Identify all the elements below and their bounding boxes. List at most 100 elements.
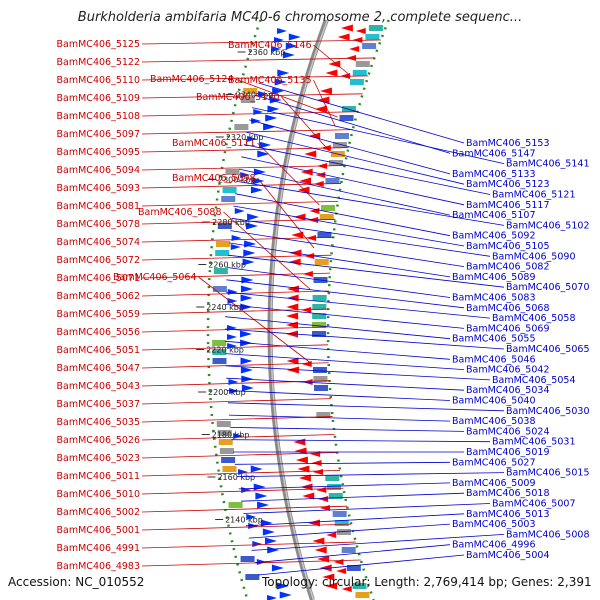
reverse-gene-arrow — [252, 177, 265, 185]
scale-tick-label: 2300 kbp — [218, 176, 256, 185]
label-connectors — [141, 39, 505, 576]
reverse-gene-arrow — [243, 249, 256, 257]
label-connector-line — [243, 503, 491, 514]
right-gene-label: BamMC406_5030 — [506, 406, 589, 417]
right-gene-label: BamMC406_5065 — [506, 344, 589, 355]
reverse-gene-arrow — [234, 208, 245, 214]
right-gene-label: BamMC406_5019 — [466, 447, 549, 458]
forward-gene-arrow — [300, 168, 313, 176]
forward-gene-arrow — [301, 307, 312, 313]
right-gene-label: BamMC406_5009 — [452, 478, 535, 489]
feature-block — [234, 124, 249, 130]
reverse-gene-arrow — [227, 334, 238, 340]
left-gene-label: BamMC406_5078 — [57, 219, 140, 230]
reverse-gene-arrow — [257, 150, 270, 158]
label-connector-line — [254, 544, 451, 564]
right-gene-label: BamMC406_5003 — [452, 519, 535, 530]
feature-block — [312, 322, 327, 328]
label-connector-line — [226, 377, 465, 391]
feature-block — [316, 412, 331, 418]
left-gene-label: BamMC406_5071 — [57, 273, 140, 284]
label-connector-line — [313, 79, 336, 127]
left-gene-label: BamMC406_5110 — [57, 75, 140, 86]
forward-gene-arrow — [315, 172, 326, 178]
label-connector-line — [252, 107, 505, 164]
label-connector-line — [235, 78, 338, 118]
forward-gene-arrow — [314, 105, 327, 113]
left-gene-label: BamMC406_5011 — [57, 471, 140, 482]
scale-tick-label: 2200 kbp — [208, 388, 246, 397]
forward-gene-arrow — [298, 474, 311, 482]
feature-block — [215, 250, 230, 256]
feature-block — [332, 142, 347, 148]
outer-dotted-ring — [326, 19, 390, 600]
left-gene-label: BamMC406_5056 — [57, 327, 140, 338]
reverse-gene-arrow — [277, 28, 288, 34]
label-connector-line — [141, 129, 353, 135]
right-gene-label: BamMC406_5147 — [452, 148, 535, 159]
feature-block — [213, 268, 228, 274]
right-gene-label: BamMC406_5024 — [466, 426, 549, 437]
forward-gene-arrow — [286, 285, 299, 293]
reverse-gene-arrow — [265, 114, 278, 122]
reverse-gene-arrow — [227, 298, 238, 304]
reverse-gene-arrow — [241, 384, 254, 392]
right-gene-label: BamMC406_4996 — [452, 540, 535, 551]
reverse-gene-arrow — [282, 51, 295, 59]
reverse-gene-arrow — [230, 244, 241, 250]
reverse-gene-arrow — [227, 289, 238, 295]
label-connector-line — [141, 398, 331, 405]
forward-gene-arrow — [317, 96, 330, 104]
scale-tick-label: 2280 kbp — [212, 218, 250, 227]
label-connector-line — [225, 304, 465, 329]
feature-block — [352, 70, 367, 76]
right-gene-label: BamMC406_5015 — [506, 468, 589, 479]
feature-block — [312, 313, 327, 319]
forward-gene-arrow — [311, 460, 322, 466]
label-connector-line — [141, 559, 361, 567]
reverse-gene-arrow — [250, 465, 263, 473]
label-connector-line — [228, 414, 451, 422]
feature-block — [368, 25, 383, 31]
left-gene-label: BamMC406_5072 — [57, 255, 140, 266]
scale-tick-label: 2140 kbp — [225, 516, 263, 525]
forward-gene-arrow — [286, 294, 299, 302]
reverse-gene-arrow — [285, 42, 298, 50]
left-gene-label: BamMC406_5051 — [57, 345, 140, 356]
label-connector-line — [243, 144, 491, 195]
feature-block — [325, 178, 340, 184]
label-connector-line — [141, 523, 352, 531]
label-connector-line — [141, 165, 345, 171]
reverse-gene-arrow — [240, 285, 253, 293]
reverse-gene-arrow — [240, 303, 253, 311]
right-gene-label: BamMC406_5038 — [452, 416, 535, 427]
scale-tick-label: 2160 kbp — [217, 473, 255, 482]
left-gene-label: BamMC406_5001 — [57, 525, 140, 536]
right-gene-label: BamMC406_5082 — [466, 262, 549, 273]
label-connector-line — [234, 461, 451, 465]
scale-tick-label: 2240 kbp — [206, 303, 244, 312]
reverse-gene-arrow — [259, 141, 272, 149]
feature-block — [312, 304, 327, 310]
label-connector-line — [141, 93, 363, 99]
forward-gene-arrow — [325, 582, 338, 590]
label-connector-line — [141, 218, 336, 225]
right-gene-label: BamMC406_5054 — [492, 375, 575, 386]
label-connector-line — [141, 290, 329, 297]
reverse-gene-arrow — [271, 564, 284, 572]
right-gene-label: BamMC406_5008 — [506, 529, 589, 540]
label-connector-line — [141, 200, 339, 207]
feature-block — [336, 529, 351, 535]
forward-gene-arrow — [328, 60, 341, 68]
right-gene-label: BamMC406_5105 — [466, 241, 549, 252]
reverse-gene-arrow — [240, 330, 253, 338]
right-gene-label: BamMC406_5013 — [466, 509, 549, 520]
label-connector-line — [313, 44, 350, 76]
feature-block — [314, 259, 329, 265]
feature-block — [334, 520, 349, 526]
feature-block — [245, 574, 260, 580]
label-connector-line — [141, 541, 356, 549]
right-gene-label: BamMC406_5123 — [466, 179, 549, 190]
left-gene-label: BamMC406_5125 — [57, 39, 140, 50]
